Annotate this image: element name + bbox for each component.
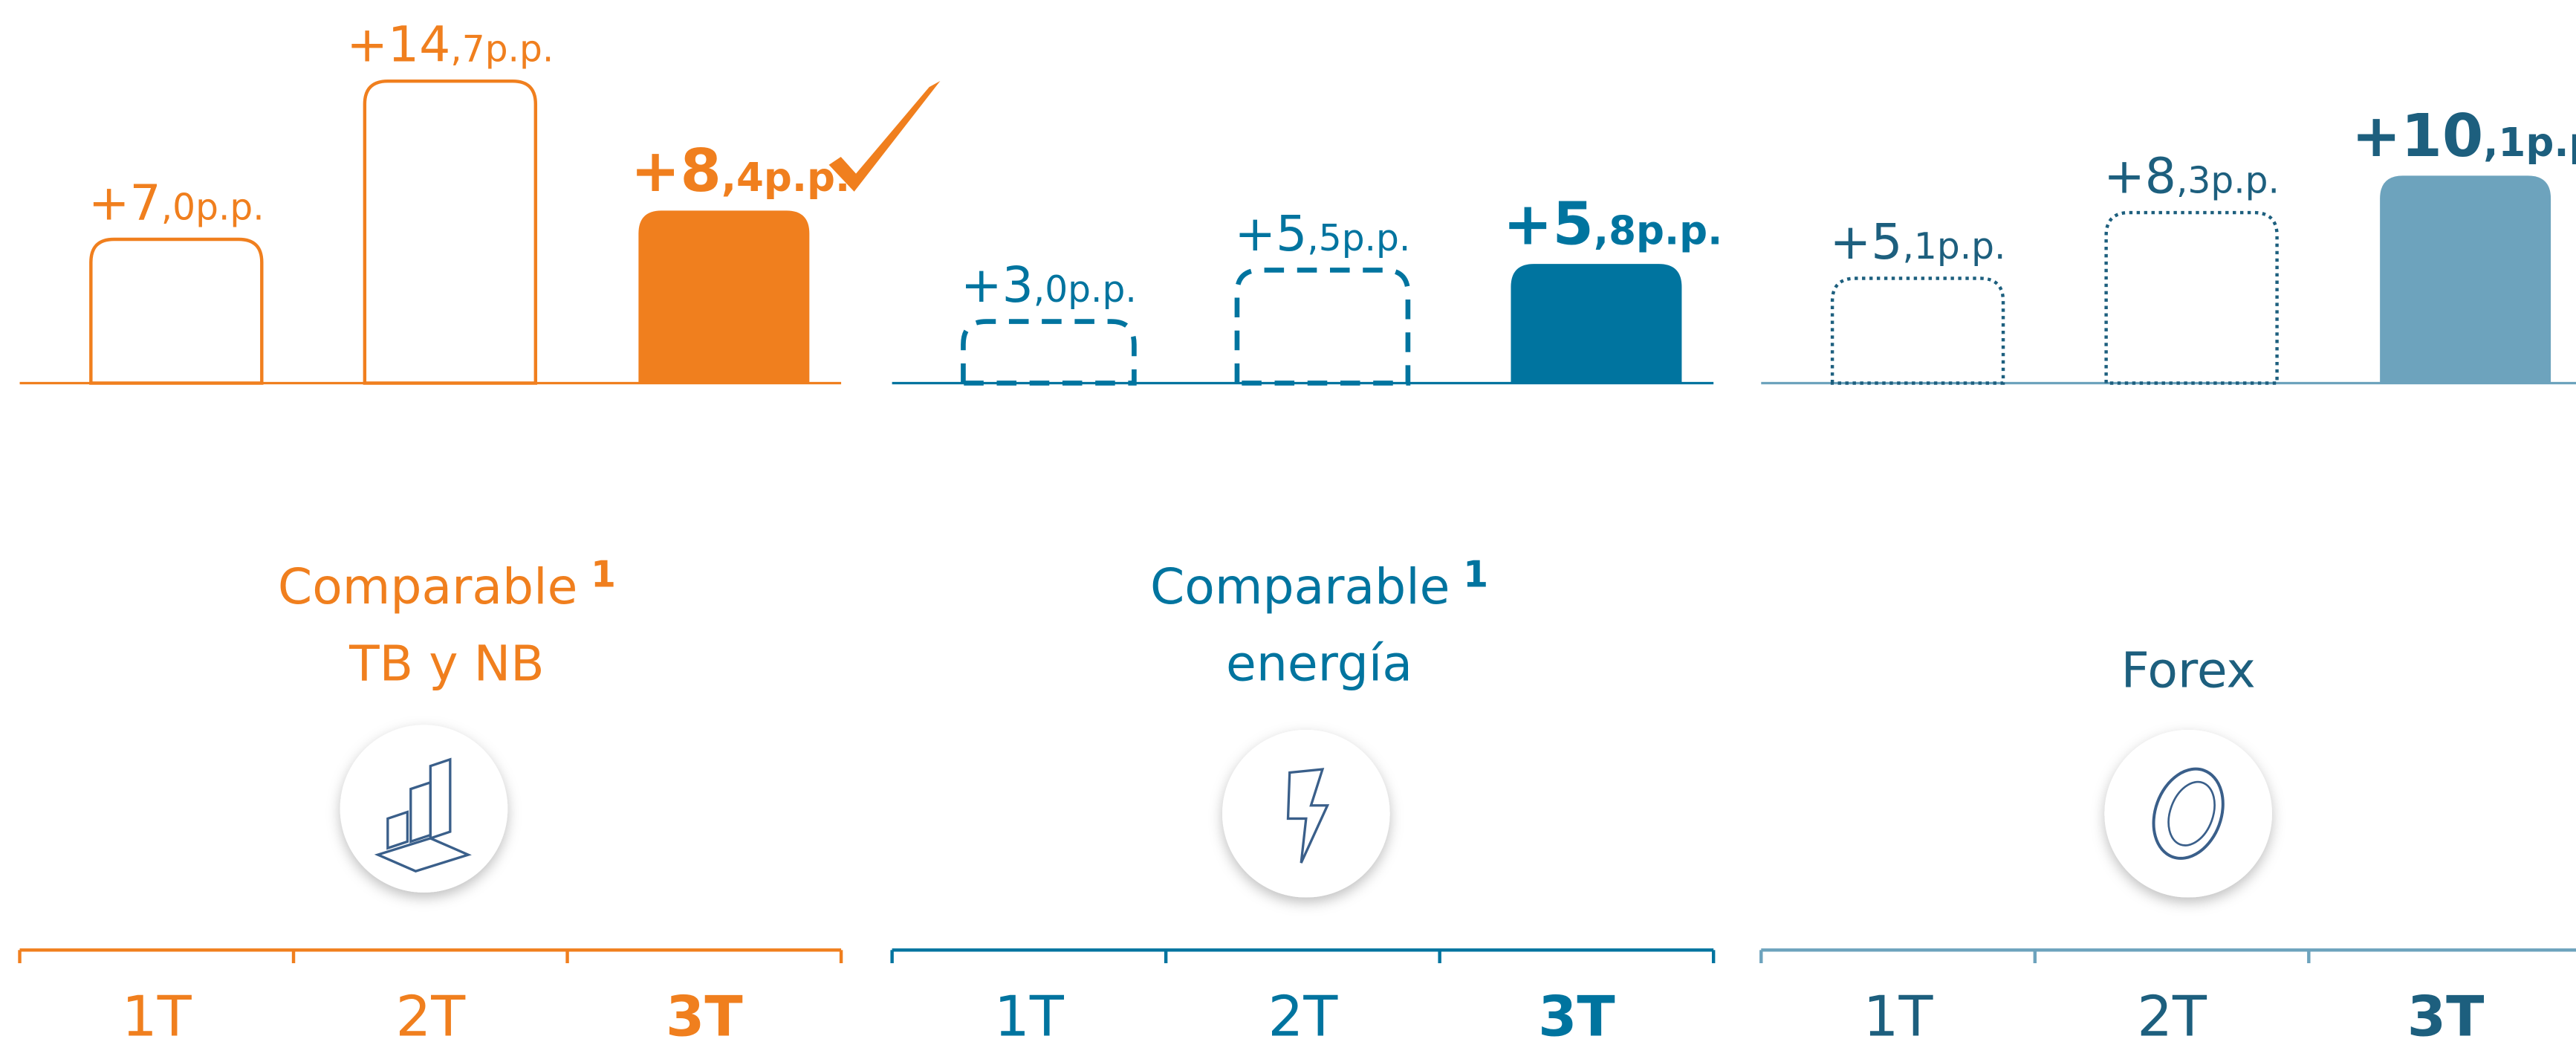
x-tick-label: 3T: [1538, 983, 1615, 1039]
title-text: Comparable: [278, 557, 578, 615]
chart-subtitle: TB y NB: [348, 635, 545, 693]
value-label: +5,8p.p.: [1503, 190, 1722, 259]
bar: [638, 210, 810, 383]
bar: [2380, 175, 2551, 383]
value-label: +10,1p.p.: [2352, 101, 2576, 170]
title-note: 1: [1463, 554, 1488, 596]
value-label: +5,5p.p.: [1235, 204, 1411, 262]
bar: [1511, 264, 1682, 383]
icon-energy: [1222, 730, 1390, 898]
x-tick-label: 3T: [2407, 983, 2485, 1039]
x-tick-label: 1T: [1863, 983, 1934, 1039]
x-tick-label: 2T: [1268, 983, 1339, 1039]
chart-title: Forex: [2121, 641, 2256, 699]
bar: [363, 79, 538, 385]
bar: [89, 237, 264, 385]
x-tick-label: 1T: [994, 983, 1065, 1039]
bar: [961, 319, 1137, 386]
value-label: +8,4p.p.: [631, 136, 850, 205]
title-text: Comparable: [1150, 557, 1450, 615]
value-label: +14,7p.p.: [346, 16, 554, 74]
title-note: 1: [591, 554, 616, 596]
x-tick-label: 2T: [395, 983, 466, 1039]
value-label: +7,0p.p.: [88, 173, 265, 231]
title-text: Forex: [2121, 641, 2256, 699]
icon-chart: [340, 725, 508, 893]
chart-title: Comparable 1: [1150, 554, 1488, 615]
bar: [1830, 276, 2005, 385]
value-label: +8,3p.p.: [2103, 147, 2280, 205]
x-tick-label: 2T: [2137, 983, 2207, 1039]
value-label: +5,1p.p.: [1830, 213, 2006, 271]
x-tick-label: 3T: [666, 983, 743, 1039]
checkmark: [823, 74, 948, 197]
chart-title: Comparable 1: [278, 554, 616, 615]
chart-subtitle: energía: [1226, 635, 1412, 693]
x-tick-label: 1T: [122, 983, 192, 1039]
bar: [1234, 268, 1411, 386]
icon-coin: [2104, 730, 2272, 898]
value-label: +3,0p.p.: [961, 256, 1137, 314]
bar: [2104, 210, 2279, 385]
